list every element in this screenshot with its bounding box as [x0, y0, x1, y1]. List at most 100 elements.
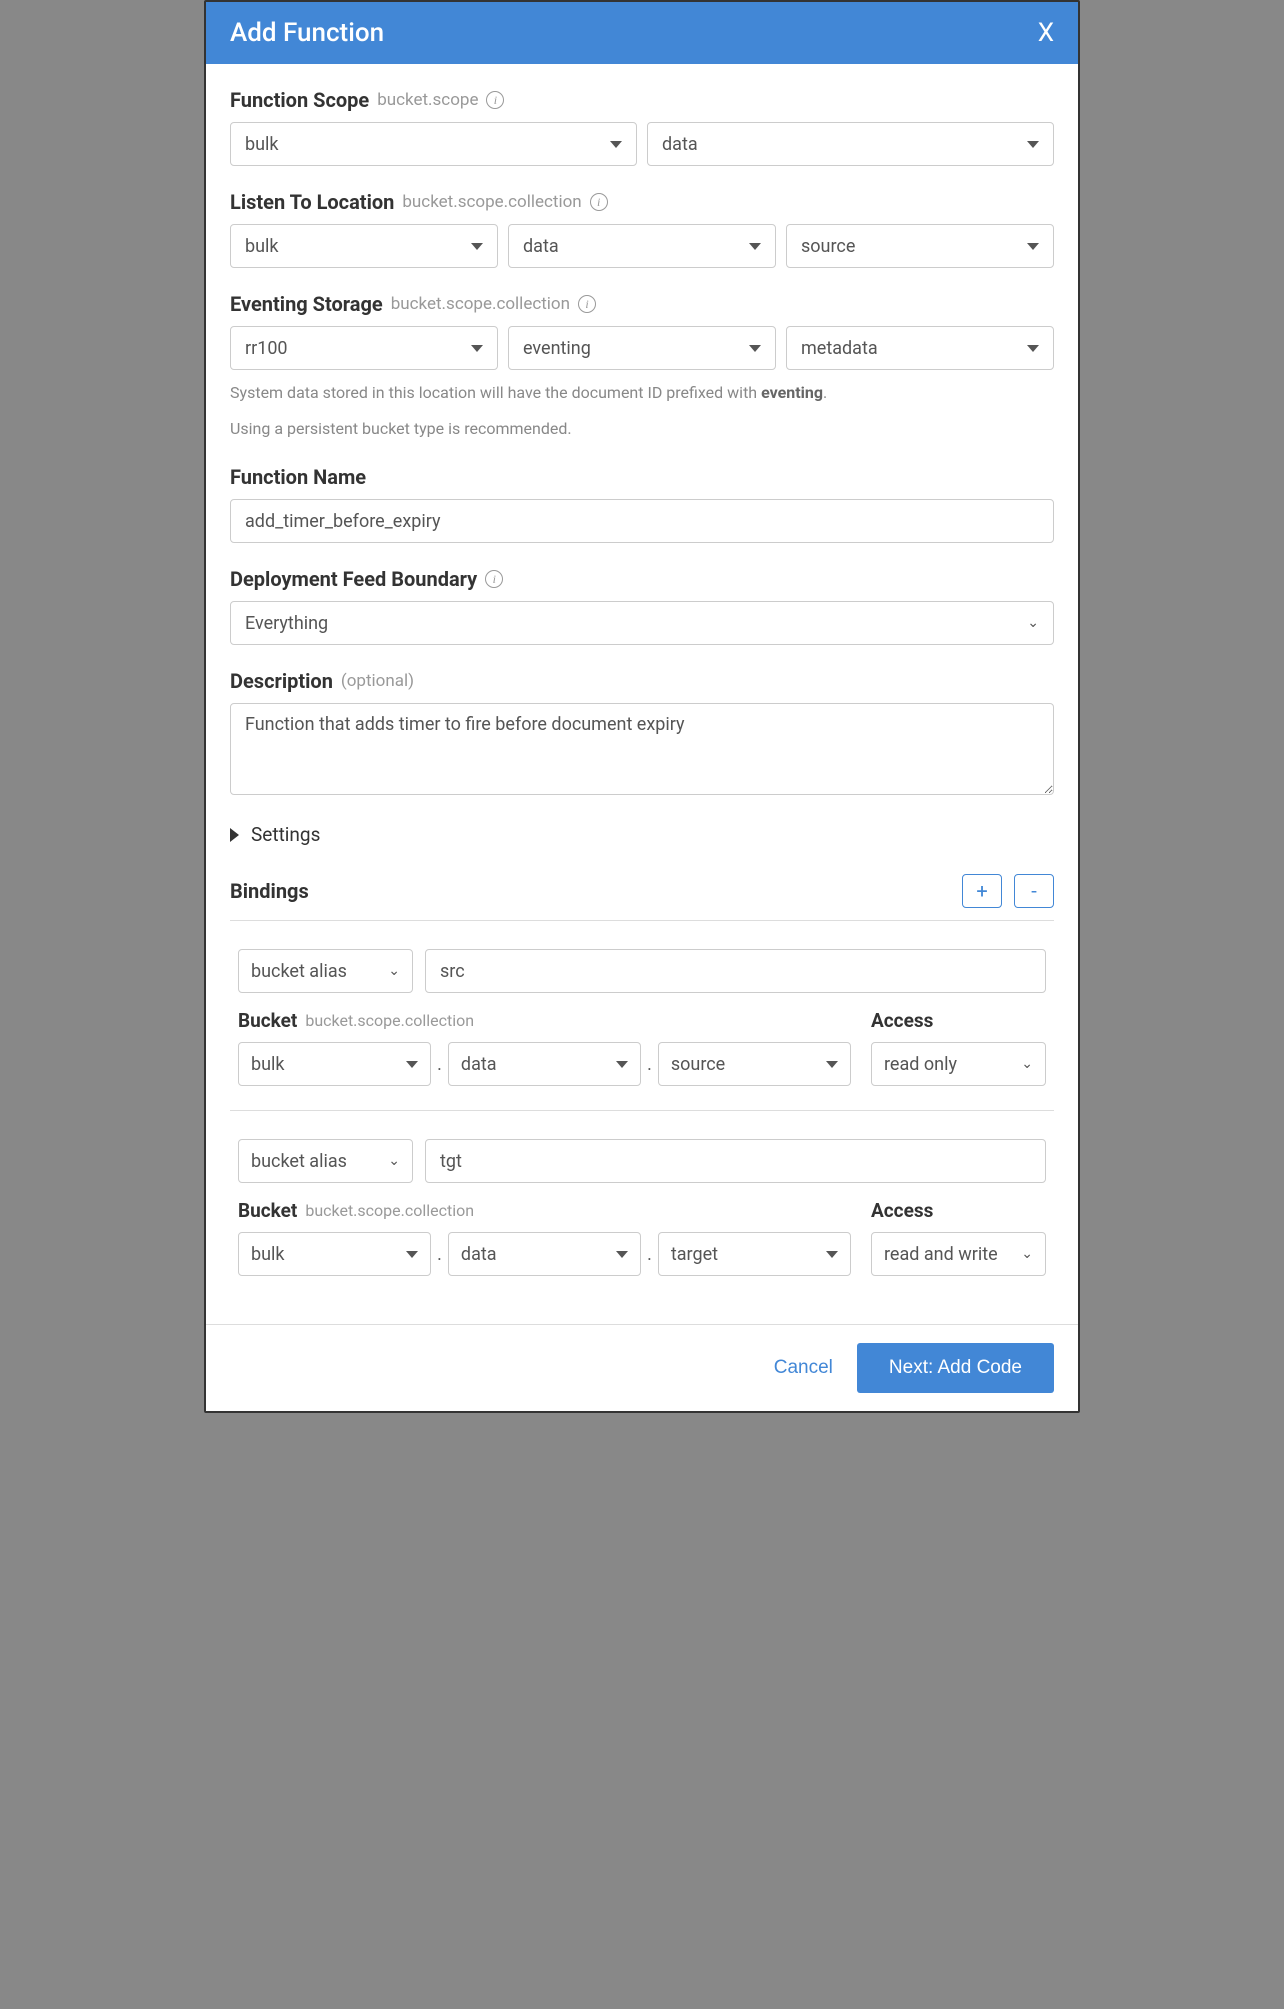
binding-access-col: Access read only ⌄ — [871, 1009, 1046, 1086]
binding-scope-select[interactable]: data — [448, 1042, 641, 1086]
binding-alias-input[interactable] — [425, 949, 1046, 993]
modal-footer: Cancel Next: Add Code — [206, 1324, 1078, 1411]
modal-content: Function Scope bucket.scope i bulk data … — [206, 64, 1078, 1324]
modal-title: Add Function — [230, 18, 384, 48]
chevron-down-icon — [826, 1251, 838, 1258]
chevron-down-icon — [471, 243, 483, 250]
feed-boundary-label-text: Deployment Feed Boundary — [230, 567, 477, 591]
binding-access-label: Access — [871, 1199, 1046, 1222]
listen-scope-select[interactable]: data — [508, 224, 776, 268]
chevron-down-icon — [406, 1061, 418, 1068]
listen-to-hint: bucket.scope.collection — [402, 192, 581, 212]
info-icon[interactable]: i — [578, 295, 596, 313]
eventing-collection-select[interactable]: metadata — [786, 326, 1054, 370]
bindings-header: Bindings + - — [230, 874, 1054, 921]
binding-bucket-select[interactable]: bulk — [238, 1232, 431, 1276]
remove-binding-button[interactable]: - — [1014, 874, 1054, 908]
binding-collection-select[interactable]: source — [658, 1042, 851, 1086]
chevron-down-icon — [471, 345, 483, 352]
info-icon[interactable]: i — [486, 91, 504, 109]
eventing-collection-value: metadata — [801, 338, 878, 359]
binding-access-label: Access — [871, 1009, 1046, 1032]
listen-bucket-select[interactable]: bulk — [230, 224, 498, 268]
eventing-bucket-value: rr100 — [245, 338, 288, 359]
feed-boundary-group: Deployment Feed Boundary i Everything ⌄ — [230, 567, 1054, 645]
info-icon[interactable]: i — [485, 570, 503, 588]
listen-scope-value: data — [523, 236, 559, 257]
dot-separator: . — [645, 1054, 654, 1075]
binding-details: Bucket bucket.scope.collection bulk . da… — [238, 1199, 1046, 1276]
eventing-storage-hint: bucket.scope.collection — [391, 294, 570, 314]
function-scope-label-text: Function Scope — [230, 88, 369, 112]
listen-collection-value: source — [801, 236, 855, 257]
binding-alias-input[interactable] — [425, 1139, 1046, 1183]
eventing-help-1: System data stored in this location will… — [230, 380, 1054, 406]
binding-block: bucket alias ⌄ Bucket bucket.scope.colle… — [230, 945, 1054, 1111]
chevron-down-icon — [826, 1061, 838, 1068]
description-hint: (optional) — [341, 671, 414, 691]
chevron-down-icon — [616, 1061, 628, 1068]
binding-bucket-value: bulk — [251, 1244, 285, 1265]
binding-bucket-select[interactable]: bulk — [238, 1042, 431, 1086]
function-scope-hint: bucket.scope — [377, 90, 478, 110]
binding-bucket-hint: bucket.scope.collection — [305, 1201, 474, 1220]
binding-alias-row: bucket alias ⌄ — [238, 1139, 1046, 1183]
add-binding-button[interactable]: + — [962, 874, 1002, 908]
dot-separator: . — [435, 1244, 444, 1265]
close-icon[interactable]: X — [1038, 18, 1054, 48]
chevron-down-icon — [1027, 243, 1039, 250]
binding-access-select[interactable]: read only ⌄ — [871, 1042, 1046, 1086]
binding-scope-value: data — [461, 1054, 497, 1075]
dot-separator: . — [435, 1054, 444, 1075]
dot-separator: . — [645, 1244, 654, 1265]
chevron-down-icon — [616, 1251, 628, 1258]
eventing-storage-group: Eventing Storage bucket.scope.collection… — [230, 292, 1054, 441]
chevron-down-icon — [749, 243, 761, 250]
function-name-input[interactable] — [230, 499, 1054, 543]
binding-type-select[interactable]: bucket alias ⌄ — [238, 1139, 413, 1183]
binding-bucket-col: Bucket bucket.scope.collection bulk . da… — [238, 1199, 851, 1276]
eventing-scope-value: eventing — [523, 338, 591, 359]
feed-boundary-label: Deployment Feed Boundary i — [230, 567, 1054, 591]
chevron-down-icon — [610, 141, 622, 148]
function-scope-label: Function Scope bucket.scope i — [230, 88, 1054, 112]
listen-to-group: Listen To Location bucket.scope.collecti… — [230, 190, 1054, 268]
binding-alias-row: bucket alias ⌄ — [238, 949, 1046, 993]
eventing-help1-prefix: System data stored in this location will… — [230, 383, 761, 402]
binding-bucket-selects: bulk . data . source — [238, 1042, 851, 1086]
binding-access-select[interactable]: read and write ⌄ — [871, 1232, 1046, 1276]
binding-access-value: read only — [884, 1054, 957, 1075]
function-scope-bucket-select[interactable]: bulk — [230, 122, 637, 166]
listen-to-selects: bulk data source — [230, 224, 1054, 268]
modal-header: Add Function X — [206, 2, 1078, 64]
description-label: Description (optional) — [230, 669, 1054, 693]
listen-to-label: Listen To Location bucket.scope.collecti… — [230, 190, 1054, 214]
eventing-storage-selects: rr100 eventing metadata — [230, 326, 1054, 370]
add-function-modal: Add Function X Function Scope bucket.sco… — [204, 0, 1080, 1413]
eventing-storage-label: Eventing Storage bucket.scope.collection… — [230, 292, 1054, 316]
next-add-code-button[interactable]: Next: Add Code — [857, 1343, 1054, 1393]
chevron-down-icon: ⌄ — [388, 1153, 400, 1169]
eventing-scope-select[interactable]: eventing — [508, 326, 776, 370]
listen-collection-select[interactable]: source — [786, 224, 1054, 268]
settings-label: Settings — [251, 823, 320, 846]
function-scope-scope-select[interactable]: data — [647, 122, 1054, 166]
cancel-button[interactable]: Cancel — [774, 1357, 833, 1379]
binding-bucket-label-text: Bucket — [238, 1199, 297, 1222]
eventing-bucket-select[interactable]: rr100 — [230, 326, 498, 370]
function-name-label-text: Function Name — [230, 465, 366, 489]
bindings-buttons: + - — [962, 874, 1054, 908]
info-icon[interactable]: i — [590, 193, 608, 211]
eventing-help1-suffix: . — [823, 383, 827, 402]
eventing-storage-label-text: Eventing Storage — [230, 292, 383, 316]
settings-toggle[interactable]: Settings — [230, 823, 1054, 846]
function-scope-bucket-value: bulk — [245, 134, 279, 155]
binding-scope-select[interactable]: data — [448, 1232, 641, 1276]
feed-boundary-select[interactable]: Everything ⌄ — [230, 601, 1054, 645]
chevron-down-icon — [406, 1251, 418, 1258]
description-input[interactable] — [230, 703, 1054, 795]
binding-type-select[interactable]: bucket alias ⌄ — [238, 949, 413, 993]
binding-access-value: read and write — [884, 1244, 998, 1265]
binding-collection-select[interactable]: target — [658, 1232, 851, 1276]
chevron-down-icon — [1027, 345, 1039, 352]
